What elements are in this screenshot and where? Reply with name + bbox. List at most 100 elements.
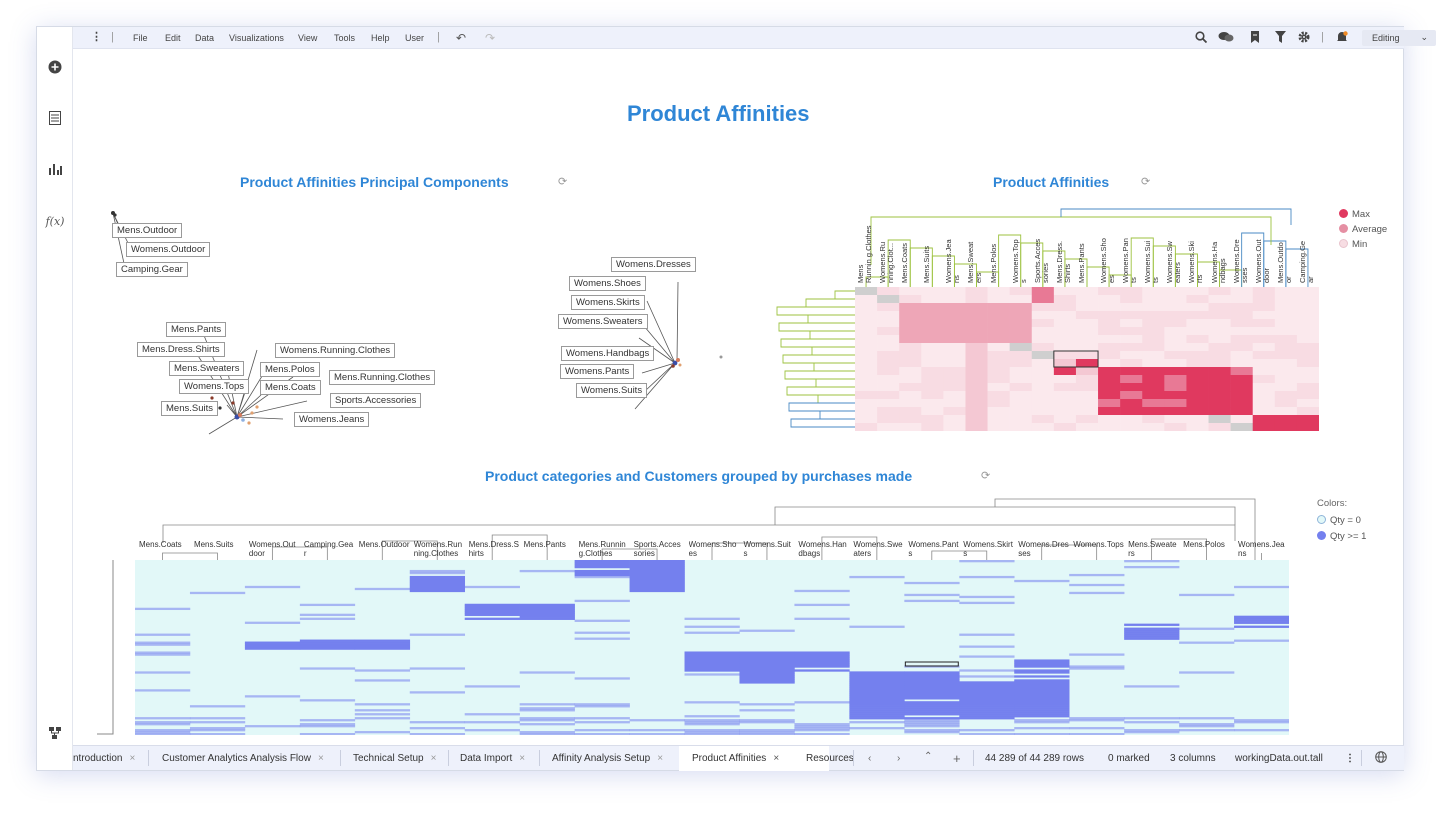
mode-dropdown[interactable]: Editing ⌄ bbox=[1362, 30, 1436, 46]
heatmap-cell bbox=[1164, 383, 1187, 392]
tab-resources[interactable]: Resources bbox=[806, 753, 854, 764]
settings-icon[interactable] bbox=[1298, 31, 1310, 46]
menu-tools[interactable]: Tools bbox=[334, 33, 356, 43]
grouped-heatmap[interactable] bbox=[135, 560, 1289, 735]
collapse-up-icon[interactable]: ⌃ bbox=[924, 751, 933, 762]
prev-page-icon[interactable]: ‹ bbox=[868, 753, 872, 764]
globe-icon[interactable] bbox=[1375, 751, 1387, 766]
close-icon[interactable]: × bbox=[657, 753, 664, 764]
search-icon[interactable] bbox=[1195, 31, 1208, 46]
heatmap-cell bbox=[794, 657, 850, 660]
next-page-icon[interactable]: › bbox=[897, 753, 901, 764]
affinity-heatmap[interactable] bbox=[855, 287, 1319, 431]
heatmap-cell bbox=[904, 691, 960, 694]
filter-icon[interactable] bbox=[1275, 31, 1286, 46]
heatmap-cell bbox=[135, 671, 191, 674]
close-icon[interactable]: × bbox=[519, 753, 526, 764]
menu-view[interactable]: View bbox=[298, 33, 318, 43]
redo-icon[interactable]: ↷ bbox=[485, 31, 496, 45]
refresh-icon[interactable]: ⟳ bbox=[558, 176, 568, 188]
legend-label: Min bbox=[1352, 239, 1368, 250]
menu-visualizations[interactable]: Visualizations bbox=[229, 33, 284, 43]
tab-data-import[interactable]: Data Import × bbox=[460, 753, 525, 764]
page-title: Product Affinities bbox=[627, 101, 810, 126]
table-name[interactable]: workingData.out.tall bbox=[1235, 753, 1323, 764]
heatmap-cell bbox=[1014, 663, 1070, 666]
undo-icon[interactable]: ↶ bbox=[456, 31, 467, 45]
heatmap-cell bbox=[855, 399, 878, 408]
notifications-icon[interactable] bbox=[1336, 31, 1348, 46]
heatmap-cell bbox=[629, 589, 685, 593]
heatmap-cell bbox=[684, 723, 740, 726]
pca-label: Womens.Skirts bbox=[571, 295, 645, 310]
heatmap-cell bbox=[1098, 399, 1121, 408]
heatmap-cell bbox=[1252, 407, 1276, 416]
tab-technical-setup[interactable]: Technical Setup × bbox=[353, 753, 436, 764]
close-icon[interactable]: × bbox=[317, 753, 324, 764]
heatmap-cell bbox=[959, 705, 1015, 708]
add-icon[interactable] bbox=[46, 58, 64, 76]
pca-label: Womens.Sweaters bbox=[558, 314, 648, 329]
refresh-icon[interactable]: ⟳ bbox=[1141, 176, 1151, 188]
tab-product-affinities[interactable]: Product Affinities × bbox=[692, 753, 779, 764]
heatmap-cell bbox=[1075, 367, 1099, 376]
chart-icon[interactable] bbox=[46, 160, 64, 178]
heatmap-cell bbox=[1098, 303, 1121, 312]
menu-file[interactable]: File bbox=[133, 33, 148, 43]
heatmap-cell bbox=[1252, 311, 1276, 320]
heatmap-cell bbox=[1075, 311, 1099, 320]
heatmap-cell bbox=[794, 659, 850, 662]
flow-icon[interactable] bbox=[46, 724, 64, 742]
heatmap-cell bbox=[739, 665, 795, 668]
heatmap-cell bbox=[855, 327, 878, 336]
add-page-icon[interactable]: + bbox=[953, 751, 961, 766]
heatmap-cell bbox=[135, 721, 191, 724]
heatmap-cell bbox=[1296, 287, 1319, 296]
tab-affinity-setup[interactable]: Affinity Analysis Setup × bbox=[552, 753, 663, 764]
heatmap-cell bbox=[904, 677, 960, 680]
more-options-icon[interactable]: ⋮ bbox=[1345, 753, 1355, 764]
close-icon[interactable]: × bbox=[430, 753, 437, 764]
pca-label: Womens.Shoes bbox=[569, 276, 646, 291]
heatmap-cell bbox=[794, 589, 850, 593]
heatmap-cell bbox=[574, 571, 630, 575]
heatmap-cell bbox=[1230, 303, 1254, 312]
tab-customer-analytics[interactable]: Customer Analytics Analysis Flow × bbox=[162, 753, 324, 764]
menu-help[interactable]: Help bbox=[371, 33, 390, 43]
heatmap-cell bbox=[1031, 383, 1055, 392]
heatmap-cell bbox=[904, 705, 960, 708]
pca-title: Product Affinities Principal Components bbox=[240, 174, 509, 190]
heatmap-cell bbox=[1120, 415, 1143, 424]
close-icon[interactable]: × bbox=[129, 753, 136, 764]
heatmap-cell bbox=[987, 359, 1010, 368]
column-header: Womens.Pants bbox=[908, 540, 959, 558]
heatmap-cell bbox=[189, 733, 246, 735]
heatmap-cell bbox=[574, 565, 630, 569]
heatmap-cell bbox=[1186, 351, 1209, 360]
bookmark-icon[interactable] bbox=[1250, 31, 1260, 46]
tab-introduction[interactable]: ntroduction × bbox=[73, 753, 135, 764]
heatmap-cell bbox=[739, 729, 795, 732]
more-menu-icon[interactable]: ⋮ bbox=[91, 31, 102, 43]
heatmap-cell bbox=[1120, 367, 1143, 376]
heatmap-cell bbox=[1075, 359, 1099, 368]
heatmap-cell bbox=[1274, 319, 1298, 328]
heatmap-cell bbox=[1120, 303, 1143, 312]
menu-data[interactable]: Data bbox=[195, 33, 215, 43]
heatmap-cell bbox=[1274, 359, 1298, 368]
heatmap-cell bbox=[1014, 685, 1070, 688]
heatmap-cell bbox=[739, 679, 795, 682]
function-icon[interactable]: f(x) bbox=[45, 214, 65, 228]
heatmap-cell bbox=[629, 729, 685, 732]
heatmap-cell bbox=[1031, 359, 1055, 368]
refresh-icon[interactable]: ⟳ bbox=[981, 470, 991, 482]
heatmap-cell bbox=[965, 335, 988, 344]
close-icon[interactable]: × bbox=[773, 753, 780, 764]
menu-user[interactable]: User bbox=[405, 33, 425, 43]
data-table-icon[interactable] bbox=[46, 109, 64, 127]
heatmap-cell bbox=[189, 727, 246, 730]
comments-icon[interactable] bbox=[1218, 31, 1234, 46]
heatmap-cell bbox=[849, 717, 905, 720]
heatmap-cell bbox=[1031, 319, 1055, 328]
menu-edit[interactable]: Edit bbox=[165, 33, 181, 43]
